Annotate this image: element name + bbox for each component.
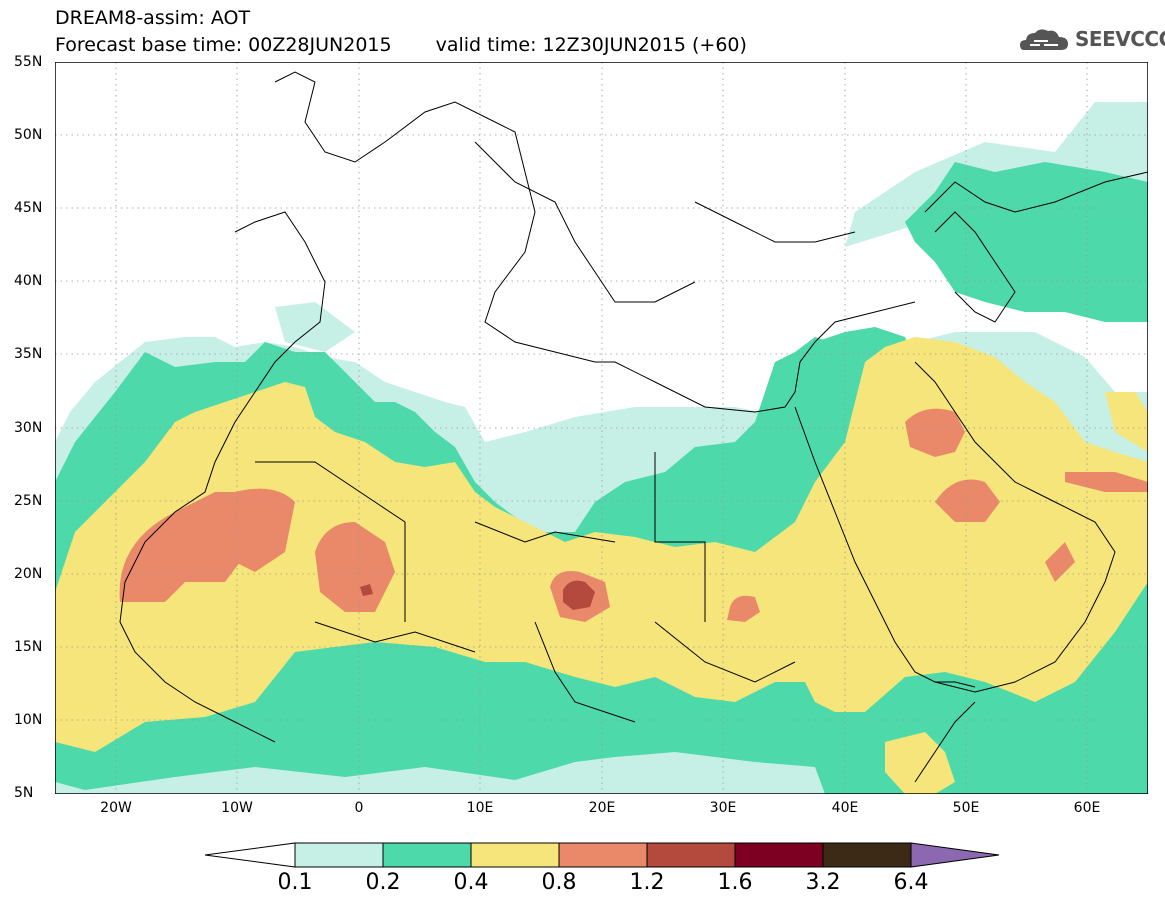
graticule bbox=[55, 62, 1148, 794]
legend-label: 0.4 bbox=[453, 870, 489, 895]
logo-text: SEEVCCC bbox=[1075, 27, 1165, 51]
lat-label: 10N bbox=[14, 712, 43, 728]
aot-field-0.8 bbox=[119, 408, 1148, 622]
lon-label: 50E bbox=[952, 800, 980, 816]
lat-label: 55N bbox=[14, 54, 43, 70]
legend-label: 1.6 bbox=[717, 870, 753, 895]
legend-swatch-above bbox=[910, 842, 1000, 868]
lon-label: 30E bbox=[709, 800, 737, 816]
valid-time: valid time: 12Z30JUN2015 (+60) bbox=[435, 34, 747, 56]
legend-label: 6.4 bbox=[893, 870, 929, 895]
lat-label: 40N bbox=[14, 273, 43, 289]
time-info: Forecast base time: 00Z28JUN2015 valid ti… bbox=[55, 34, 747, 56]
lon-label: 20W bbox=[100, 800, 132, 816]
legend-label: 1.2 bbox=[629, 870, 665, 895]
cloud-icon bbox=[1020, 29, 1068, 50]
lat-label: 15N bbox=[14, 639, 43, 655]
legend-swatch bbox=[734, 842, 824, 868]
coastlines bbox=[119, 71, 1148, 783]
legend-swatch bbox=[470, 842, 560, 868]
legend-label: 3.2 bbox=[805, 870, 841, 895]
legend-swatch bbox=[294, 842, 384, 868]
forecast-base-time: Forecast base time: 00Z28JUN2015 bbox=[55, 34, 392, 56]
lat-label: 50N bbox=[14, 127, 43, 143]
legend-swatch-below bbox=[205, 842, 296, 868]
legend-label: 0.2 bbox=[365, 870, 401, 895]
aot-map bbox=[55, 62, 1148, 794]
lon-label: 10E bbox=[466, 800, 494, 816]
lon-label: 40E bbox=[831, 800, 859, 816]
lat-label: 35N bbox=[14, 346, 43, 362]
lat-label: 25N bbox=[14, 493, 43, 509]
lon-label: 20E bbox=[588, 800, 616, 816]
lon-label: 0 bbox=[354, 800, 364, 816]
lat-label: 45N bbox=[14, 200, 43, 216]
legend-label: 0.1 bbox=[277, 870, 313, 895]
lon-label: 10W bbox=[221, 800, 253, 816]
aot-field-1.2 bbox=[360, 580, 595, 610]
legend-swatch bbox=[382, 842, 472, 868]
lon-label: 60E bbox=[1073, 800, 1101, 816]
legend-label: 0.8 bbox=[541, 870, 577, 895]
map-title: DREAM8-assim: AOT bbox=[55, 7, 251, 29]
legend-swatch bbox=[822, 842, 912, 868]
color-legend bbox=[205, 842, 1000, 868]
lat-label: 5N bbox=[14, 785, 34, 801]
legend-swatch bbox=[558, 842, 648, 868]
lat-label: 20N bbox=[14, 566, 43, 582]
lat-label: 30N bbox=[14, 420, 43, 436]
legend-swatch bbox=[646, 842, 736, 868]
